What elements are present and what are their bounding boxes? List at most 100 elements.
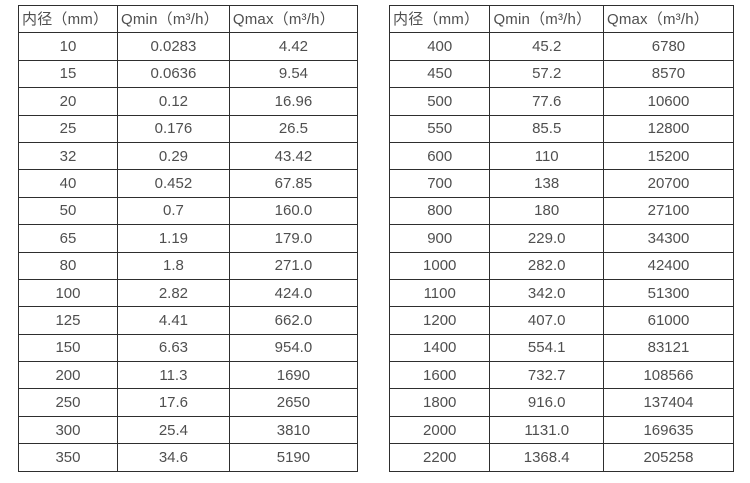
table-cell: 50 <box>18 196 118 226</box>
table-cell: 16.96 <box>228 87 359 116</box>
table-cell: 500 <box>388 87 491 116</box>
table-cell: 2000 <box>388 415 491 445</box>
table-row: 500 77.6 10600 <box>388 87 735 116</box>
table-cell: 150 <box>18 333 118 363</box>
table-row: 1200 407.0 61000 <box>388 306 735 335</box>
table-cell: 450 <box>388 59 491 89</box>
table-row: 2000 1131.0 169635 <box>388 415 735 445</box>
table-row: 1800 916.0 137404 <box>388 388 735 417</box>
table-cell: 600 <box>388 141 491 171</box>
table-cell: 1131.0 <box>489 415 604 445</box>
table-cell: 342.0 <box>489 278 604 308</box>
column-header: Qmax（m³/h） <box>602 4 735 34</box>
table-cell: 51300 <box>602 278 735 308</box>
table-row: 300 25.4 3810 <box>18 415 359 445</box>
table-cell: 1400 <box>388 333 491 363</box>
table-row: 80 1.8 271.0 <box>18 251 359 280</box>
table-cell: 700 <box>388 169 491 198</box>
table-cell: 77.6 <box>489 87 604 116</box>
table-cell: 9.54 <box>228 59 359 89</box>
table-cell: 800 <box>388 196 491 226</box>
flow-range-table-large-diameters: 内径（mm） Qmin（m³/h） Qmax（m³/h） 400 45.2 6780 45… <box>388 4 735 472</box>
table-row: 600 110 15200 <box>388 141 735 171</box>
table-cell: 20 <box>18 87 118 116</box>
table-cell: 180 <box>489 196 604 226</box>
table-cell: 1.19 <box>116 224 230 253</box>
table-row: 2200 1368.4 205258 <box>388 443 735 472</box>
table-cell: 20700 <box>602 169 735 198</box>
table-cell: 2200 <box>388 443 491 472</box>
table-row: 800 180 27100 <box>388 196 735 226</box>
table-cell: 4.41 <box>116 306 230 335</box>
table-cell: 200 <box>18 361 118 390</box>
column-header: 内径（mm） <box>18 4 118 34</box>
table-cell: 32 <box>18 141 118 171</box>
table-cell: 550 <box>388 114 491 143</box>
table-cell: 179.0 <box>228 224 359 253</box>
table-cell: 83121 <box>602 333 735 363</box>
table-cell: 1100 <box>388 278 491 308</box>
table-cell: 160.0 <box>228 196 359 226</box>
table-row: 450 57.2 8570 <box>388 59 735 89</box>
table-cell: 0.7 <box>116 196 230 226</box>
table-cell: 6.63 <box>116 333 230 363</box>
table-cell: 900 <box>388 224 491 253</box>
table-cell: 1368.4 <box>489 443 604 472</box>
table-row: 50 0.7 160.0 <box>18 196 359 226</box>
table-cell: 40 <box>18 169 118 198</box>
table-cell: 0.176 <box>116 114 230 143</box>
table-cell: 57.2 <box>489 59 604 89</box>
table-row: 200 11.3 1690 <box>18 361 359 390</box>
table-row: 1600 732.7 108566 <box>388 361 735 390</box>
table-row: 100 2.82 424.0 <box>18 278 359 308</box>
table-cell: 0.0283 <box>116 32 230 61</box>
flow-range-table-small-diameters: 内径（mm） Qmin（m³/h） Qmax（m³/h） 10 0.0283 4.42 1… <box>18 4 359 472</box>
table-row: 550 85.5 12800 <box>388 114 735 143</box>
table-cell: 10 <box>18 32 118 61</box>
table-cell: 34.6 <box>116 443 230 472</box>
table-row: 25 0.176 26.5 <box>18 114 359 143</box>
table-cell: 110 <box>489 141 604 171</box>
table-cell: 25.4 <box>116 415 230 445</box>
table-cell: 0.0636 <box>116 59 230 89</box>
table-row: 1000 282.0 42400 <box>388 251 735 280</box>
table-cell: 1600 <box>388 361 491 390</box>
table-cell: 15200 <box>602 141 735 171</box>
table-row: 32 0.29 43.42 <box>18 141 359 171</box>
table-cell: 4.42 <box>228 32 359 61</box>
table-body: 400 45.2 6780 450 57.2 8570 500 77.6 10600 550 85.… <box>388 32 735 472</box>
table-cell: 916.0 <box>489 388 604 417</box>
table-row: 900 229.0 34300 <box>388 224 735 253</box>
table-cell: 169635 <box>602 415 735 445</box>
table-row: 15 0.0636 9.54 <box>18 59 359 89</box>
table-cell: 554.1 <box>489 333 604 363</box>
table-cell: 42400 <box>602 251 735 280</box>
table-cell: 138 <box>489 169 604 198</box>
table-cell: 350 <box>18 443 118 472</box>
table-cell: 65 <box>18 224 118 253</box>
table-cell: 125 <box>18 306 118 335</box>
table-cell: 271.0 <box>228 251 359 280</box>
table-cell: 1000 <box>388 251 491 280</box>
table-cell: 61000 <box>602 306 735 335</box>
table-row: 1100 342.0 51300 <box>388 278 735 308</box>
table-cell: 250 <box>18 388 118 417</box>
table-row: 1400 554.1 83121 <box>388 333 735 363</box>
table-cell: 954.0 <box>228 333 359 363</box>
table-cell: 25 <box>18 114 118 143</box>
table-cell: 732.7 <box>489 361 604 390</box>
table-cell: 34300 <box>602 224 735 253</box>
table-cell: 10600 <box>602 87 735 116</box>
table-cell: 8570 <box>602 59 735 89</box>
table-cell: 137404 <box>602 388 735 417</box>
table-cell: 300 <box>18 415 118 445</box>
table-cell: 662.0 <box>228 306 359 335</box>
column-header: Qmax（m³/h） <box>228 4 359 34</box>
table-cell: 0.452 <box>116 169 230 198</box>
table-cell: 1200 <box>388 306 491 335</box>
table-cell: 5190 <box>228 443 359 472</box>
table-cell: 27100 <box>602 196 735 226</box>
header-row: 内径（mm） Qmin（m³/h） Qmax（m³/h） <box>388 4 735 34</box>
table-row: 250 17.6 2650 <box>18 388 359 417</box>
